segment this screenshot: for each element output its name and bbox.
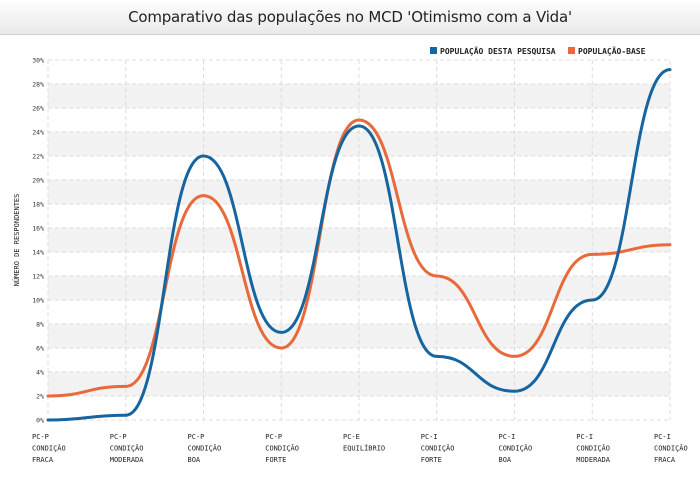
y-tick-label: 2% — [36, 393, 44, 401]
y-tick-label: 12% — [32, 273, 44, 281]
x-axis-ticks: PC-P CONDIÇÃO FRACA PC-P CONDIÇÃO MODERADA PC-… — [32, 433, 688, 464]
x-tick-label: PC-P CONDIÇÃO BOA — [188, 433, 222, 464]
legend-label: POPULAÇÃO DESTA PESQUISA — [440, 46, 556, 56]
gridlines — [47, 59, 671, 421]
y-axis-title: NÚMERO DE RESPONDENTES — [12, 194, 21, 287]
series-line — [46, 68, 672, 422]
y-tick-label: 14% — [32, 249, 44, 257]
title-bar: Comparativo das populações no MCD 'Otimi… — [0, 0, 700, 35]
legend-swatch — [430, 47, 437, 54]
y-tick-label: 20% — [32, 177, 44, 185]
y-tick-label: 28% — [32, 81, 44, 89]
x-tick-label: PC-P CONDIÇÃO FORTE — [265, 433, 299, 464]
x-tick-label: PC-I CONDIÇÃO FRACA — [654, 433, 688, 464]
y-tick-label: 0% — [36, 417, 44, 425]
y-tick-label: 24% — [32, 129, 44, 137]
x-tick-label: PC-E EQUILÍBRIO — [343, 433, 385, 453]
y-tick-label: 30% — [32, 57, 44, 65]
y-axis-ticks: 0% 2% 4% 6% 8% 10% 12% 14% 16% 18% 20% 22% 24% 26% 28%… — [32, 57, 44, 425]
y-tick-label: 8% — [36, 321, 44, 329]
y-tick-label: 16% — [32, 225, 44, 233]
x-tick-label: PC-I CONDIÇÃO FORTE — [421, 433, 455, 464]
series-lines — [46, 68, 672, 422]
y-tick-label: 10% — [32, 297, 44, 305]
legend-label: POPULAÇÃO-BASE — [578, 46, 646, 56]
y-tick-label: 6% — [36, 345, 44, 353]
y-tick-label: 18% — [32, 201, 44, 209]
chart-title: Comparativo das populações no MCD 'Otimi… — [128, 8, 572, 26]
y-tick-label: 22% — [32, 153, 44, 161]
legend: POPULAÇÃO DESTA PESQUISA POPULAÇÃO-BASE — [430, 46, 646, 56]
legend-swatch — [568, 47, 575, 54]
x-tick-label: PC-P CONDIÇÃO MODERADA — [110, 433, 145, 464]
x-tick-label: PC-I CONDIÇÃO MODERADA — [576, 433, 611, 464]
y-tick-label: 26% — [32, 105, 44, 113]
x-tick-label: PC-I CONDIÇÃO BOA — [499, 433, 533, 464]
x-tick-label: PC-P CONDIÇÃO FRACA — [32, 433, 66, 464]
y-tick-label: 4% — [36, 369, 44, 377]
plot-background-bands — [48, 60, 670, 420]
